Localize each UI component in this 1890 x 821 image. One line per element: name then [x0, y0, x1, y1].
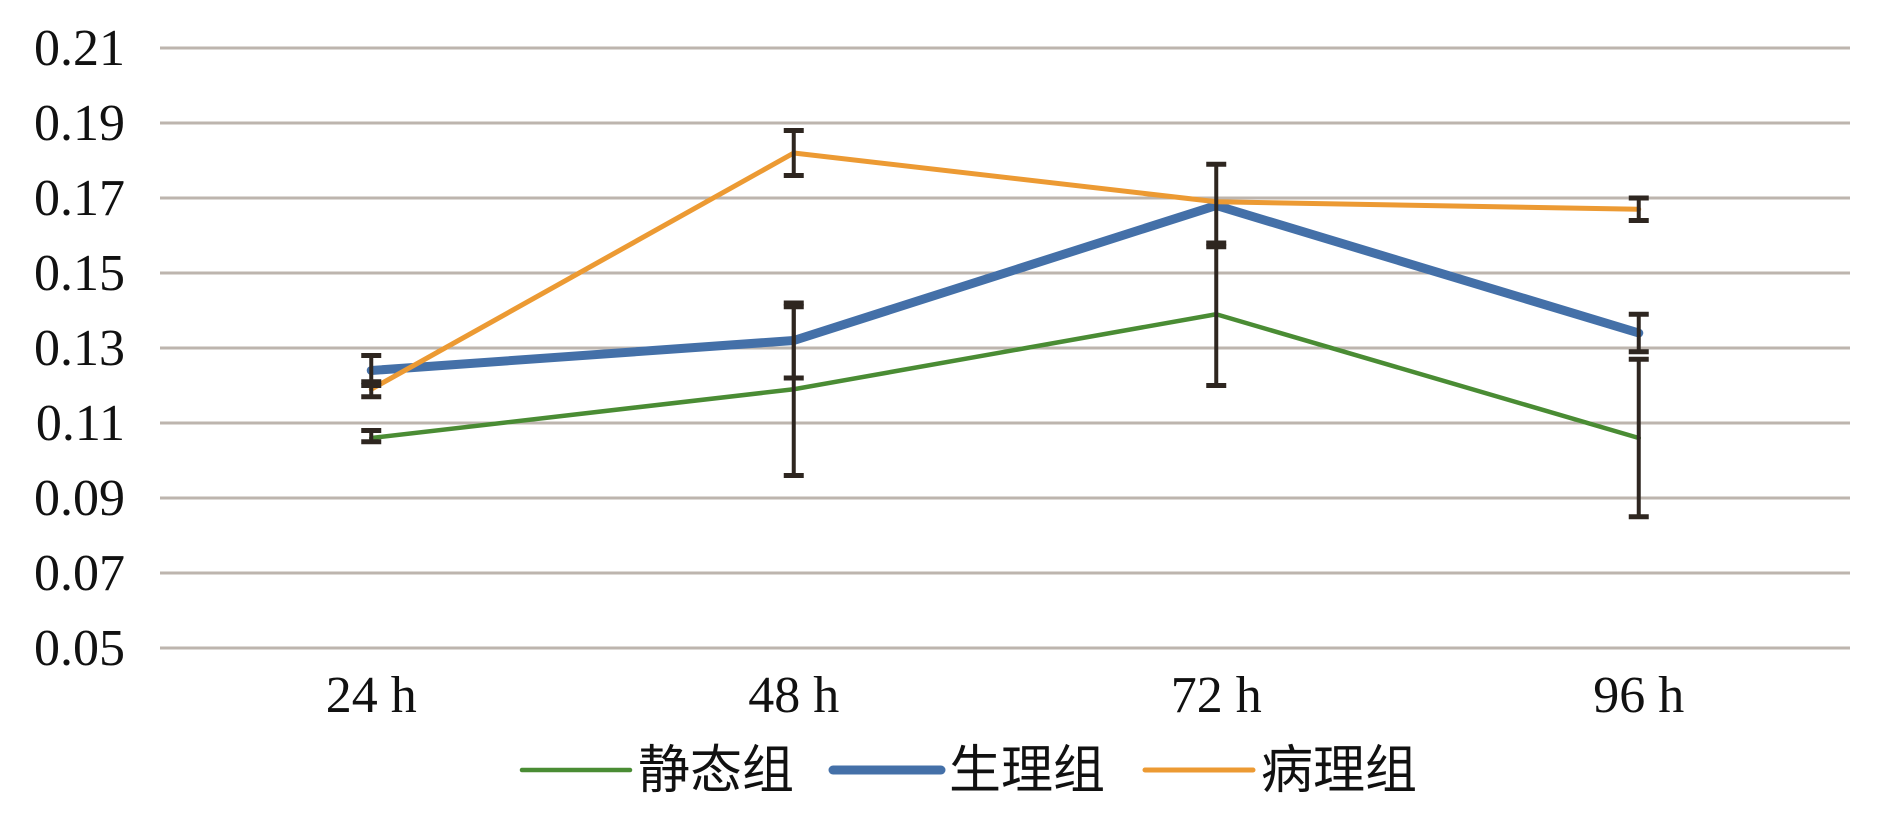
x-tick-label: 72 h: [1171, 667, 1262, 724]
x-tick-label: 24 h: [326, 667, 417, 724]
x-axis-ticks: 24 h 48 h 72 h 96 h: [326, 667, 1685, 724]
y-tick-label: 0.07: [34, 545, 125, 602]
gridlines: [160, 46, 1850, 650]
error-bars: [361, 128, 1649, 520]
y-axis-ticks: 0.05 0.07 0.09 0.11 0.13 0.15 0.17 0.19 0.21: [34, 20, 125, 677]
y-tick-label: 0.21: [34, 20, 125, 77]
series-lines: [366, 150, 1644, 441]
y-tick-label: 0.11: [36, 395, 125, 452]
series-line-2: [366, 201, 1644, 375]
series-line-3: [368, 150, 1642, 392]
legend: 静态组 生理组 病理组: [519, 741, 1417, 801]
y-tick-label: 0.19: [34, 95, 125, 152]
y-tick-label: 0.09: [34, 470, 125, 527]
y-tick-label: 0.15: [34, 245, 125, 302]
x-tick-label: 48 h: [748, 667, 839, 724]
x-tick-label: 96 h: [1593, 667, 1684, 724]
y-tick-label: 0.05: [34, 620, 125, 677]
y-tick-label: 0.13: [34, 320, 125, 377]
legend-label: 静态组: [638, 741, 794, 801]
series-line-1: [369, 312, 1641, 441]
legend-label: 病理组: [1261, 741, 1417, 801]
legend-label: 生理组: [949, 741, 1105, 801]
y-tick-label: 0.17: [34, 170, 125, 227]
